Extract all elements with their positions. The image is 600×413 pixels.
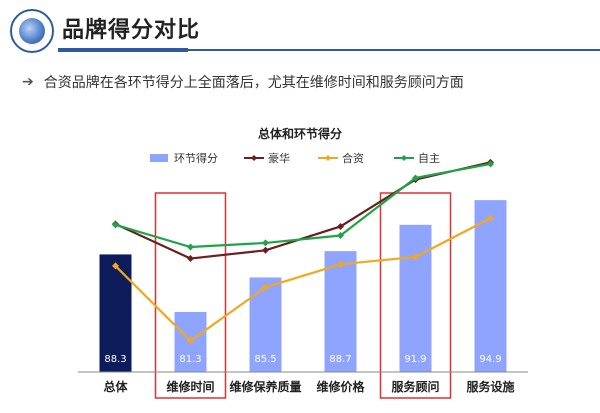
line-marker bbox=[112, 262, 119, 270]
line-marker bbox=[487, 160, 494, 168]
line-自主 bbox=[115, 162, 491, 249]
line-marker bbox=[262, 239, 269, 247]
bar-value-label: 81.3 bbox=[179, 354, 201, 365]
line-marker bbox=[337, 222, 344, 230]
bullet-text: 合资品牌在各环节得分上全面落后，尤其在维修时间和服务顾问方面 bbox=[43, 75, 464, 91]
legend-label: 环节得分 bbox=[174, 152, 218, 165]
page-title: 品牌得分对比 bbox=[62, 18, 201, 43]
bar-0 bbox=[99, 254, 132, 372]
bullet-row: ➔ 合资品牌在各环节得分上全面落后，尤其在维修时间和服务顾问方面 bbox=[22, 72, 464, 92]
bar-value-label: 85.5 bbox=[254, 354, 276, 365]
line-marker bbox=[412, 253, 419, 261]
bar-2 bbox=[249, 277, 282, 372]
x-tick-label: 服务设施 bbox=[466, 379, 514, 394]
x-axis-labels: 总体 维修时间 维修保养质量 维修价格 服务顾问 服务设施 bbox=[103, 379, 514, 394]
line-marker bbox=[262, 283, 269, 291]
line-marker bbox=[337, 260, 344, 268]
legend-label: 合资 bbox=[342, 151, 364, 165]
legend-marker bbox=[401, 155, 407, 161]
title-underline-dark bbox=[58, 48, 188, 52]
line-marker bbox=[412, 174, 419, 182]
legend-label: 豪华 bbox=[268, 151, 290, 165]
legend-marker bbox=[325, 155, 331, 161]
line-series bbox=[112, 158, 494, 345]
x-tick-label: 维修时间 bbox=[166, 379, 214, 394]
line-marker bbox=[337, 232, 344, 240]
line-marker bbox=[262, 246, 269, 254]
chart-legend: 环节得分 豪华 合资 自主 bbox=[150, 151, 440, 165]
line-豪华 bbox=[115, 161, 491, 260]
line-marker bbox=[112, 221, 119, 229]
bar-3 bbox=[324, 251, 357, 372]
bar-4 bbox=[399, 224, 432, 372]
x-tick-label: 服务顾问 bbox=[391, 379, 439, 394]
line-合资 bbox=[114, 217, 492, 343]
bar-5 bbox=[474, 200, 507, 372]
line-marker bbox=[187, 255, 194, 263]
highlight-boxes bbox=[154, 192, 452, 399]
bar-value-label: 94.9 bbox=[479, 354, 501, 365]
logo-globe-icon bbox=[19, 18, 45, 44]
line-marker bbox=[187, 337, 194, 345]
legend-marker bbox=[251, 155, 257, 161]
title-underline bbox=[188, 49, 600, 51]
bar-value-label: 91.9 bbox=[404, 354, 426, 365]
x-tick-label: 维修保养质量 bbox=[229, 379, 301, 394]
chart-title: 总体和环节得分 bbox=[258, 126, 342, 141]
highlight-box bbox=[379, 192, 452, 399]
bar-value-label: 88.3 bbox=[104, 354, 126, 365]
bar-value-labels: 88.3 81.3 85.5 88.7 91.9 94.9 bbox=[104, 354, 501, 365]
company-logo bbox=[10, 9, 54, 53]
bar-series bbox=[99, 200, 507, 372]
x-tick-label: 总体 bbox=[103, 379, 128, 394]
x-tick-label: 维修价格 bbox=[316, 379, 365, 394]
highlight-box bbox=[154, 192, 227, 399]
arrow-right-icon: ➔ bbox=[22, 74, 34, 90]
line-marker bbox=[187, 243, 194, 251]
bar-value-label: 88.7 bbox=[329, 354, 351, 365]
legend-swatch bbox=[150, 154, 168, 162]
line-marker bbox=[487, 214, 494, 222]
legend-label: 自主 bbox=[418, 152, 440, 165]
